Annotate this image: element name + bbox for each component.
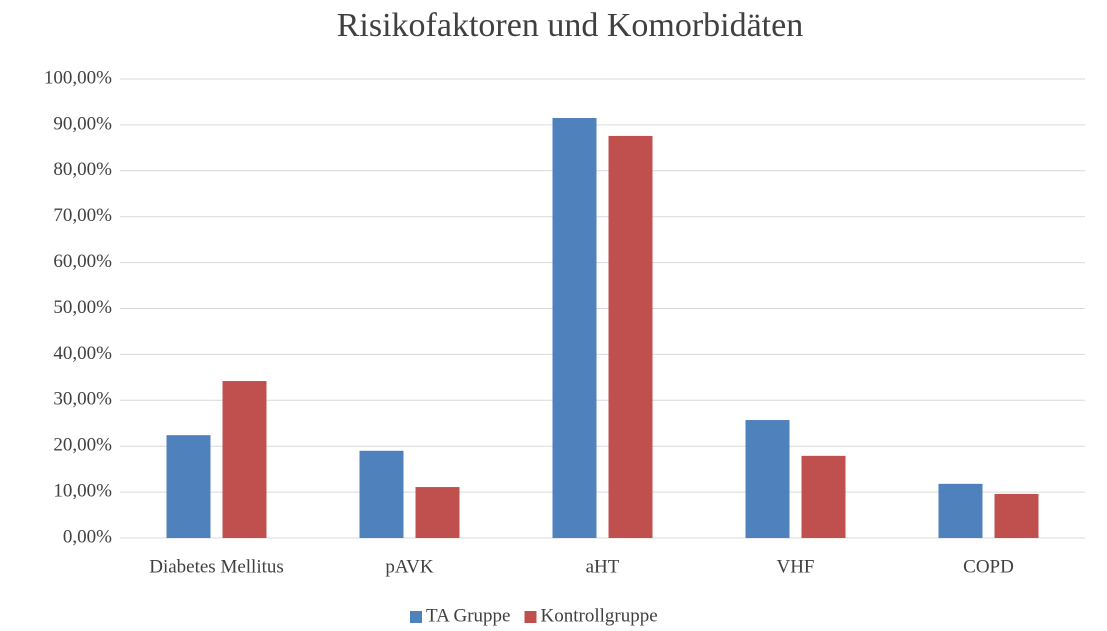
x-tick-label: aHT bbox=[586, 556, 620, 577]
x-tick-label: Diabetes Mellitus bbox=[149, 556, 284, 577]
y-tick-label: 100,00% bbox=[44, 67, 112, 88]
legend-label: Kontrollgruppe bbox=[541, 605, 658, 626]
y-tick-label: 50,00% bbox=[53, 297, 112, 318]
x-tick-label: pAVK bbox=[385, 556, 433, 577]
bar bbox=[801, 455, 846, 538]
x-tick-label: COPD bbox=[963, 556, 1014, 577]
y-tick-label: 80,00% bbox=[53, 159, 112, 180]
bar bbox=[608, 135, 653, 538]
y-tick-label: 90,00% bbox=[53, 113, 112, 134]
y-tick-label: 0,00% bbox=[63, 526, 112, 547]
bar bbox=[415, 487, 460, 538]
bar bbox=[745, 420, 790, 538]
y-tick-label: 30,00% bbox=[53, 389, 112, 410]
y-tick-label: 40,00% bbox=[53, 343, 112, 364]
bar bbox=[994, 493, 1039, 538]
legend-swatch bbox=[410, 611, 422, 623]
y-tick-label: 70,00% bbox=[53, 205, 112, 226]
x-tick-label: VHF bbox=[776, 556, 814, 577]
bar bbox=[552, 118, 597, 538]
bar bbox=[938, 483, 983, 538]
legend-swatch bbox=[524, 611, 537, 623]
bar bbox=[222, 381, 267, 538]
legend-label: TA Gruppe bbox=[426, 605, 511, 626]
chart-title: Risikofaktoren und Komorbidäten bbox=[337, 7, 803, 44]
y-tick-label: 20,00% bbox=[53, 435, 112, 456]
bar bbox=[359, 450, 404, 538]
y-tick-label: 60,00% bbox=[53, 251, 112, 272]
y-tick-label: 10,00% bbox=[53, 480, 112, 501]
bar bbox=[166, 435, 211, 538]
